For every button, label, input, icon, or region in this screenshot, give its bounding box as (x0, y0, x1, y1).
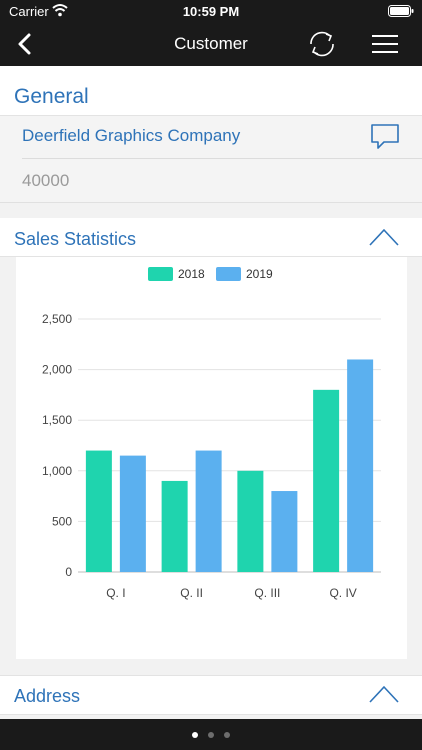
page-dot[interactable] (192, 732, 198, 738)
amount-row[interactable]: 40000 (0, 159, 422, 203)
sales-section-header[interactable]: Sales Statistics (0, 218, 422, 257)
sales-heading: Sales Statistics (14, 229, 137, 249)
y-tick-label: 500 (52, 514, 72, 528)
bar-2019 (119, 455, 146, 572)
chevron-up-icon[interactable] (368, 683, 400, 710)
y-tick-label: 1,000 (42, 464, 72, 478)
wifi-icon (52, 3, 68, 20)
y-tick-label: 0 (65, 565, 72, 579)
bar-2018 (85, 450, 112, 572)
row-divider (22, 158, 422, 159)
x-tick-label: Q. I (106, 586, 125, 600)
hamburger-menu-icon[interactable] (372, 34, 398, 59)
page-dot[interactable] (224, 732, 230, 738)
address-section-header[interactable]: Address (0, 675, 422, 715)
bar-2018 (237, 470, 264, 572)
bar-2019 (195, 450, 222, 572)
x-tick-label: Q. II (180, 586, 203, 600)
legend-label: 2019 (246, 267, 273, 281)
company-name-row[interactable]: Deerfield Graphics Company (0, 116, 422, 159)
bar-2018 (161, 480, 188, 572)
y-tick-label: 1,500 (42, 413, 72, 427)
x-tick-label: Q. III (254, 586, 280, 600)
chevron-left-icon[interactable] (16, 32, 32, 61)
x-tick-label: Q. IV (329, 586, 356, 600)
company-name: Deerfield Graphics Company (22, 126, 241, 145)
legend-swatch (216, 267, 241, 281)
clock-time: 10:59 PM (182, 4, 240, 19)
status-bar: Carrier 10:59 PM (0, 0, 422, 22)
carrier-label: Carrier (9, 4, 49, 19)
general-heading: General (14, 85, 89, 108)
page-title: Customer (174, 34, 248, 53)
y-tick-label: 2,000 (42, 363, 72, 377)
address-heading: Address (14, 686, 81, 706)
sales-chart-card: 0 500 1,000 1,500 2,000 2,500 Q. I Q. II Q. III Q… (16, 257, 407, 659)
navigation-bar: Customer (0, 22, 422, 66)
speech-bubble-icon[interactable] (370, 122, 400, 157)
sales-bar-chart: 0 500 1,000 1,500 2,000 2,500 Q. I Q. II Q. III Q… (42, 267, 381, 600)
bar-2019 (271, 491, 298, 572)
legend-swatch (148, 267, 173, 281)
bar-2018 (313, 389, 340, 572)
battery-icon (388, 5, 414, 20)
chevron-up-icon[interactable] (368, 226, 400, 253)
bar-2019 (347, 359, 374, 572)
legend-label: 2018 (178, 267, 205, 281)
page-dot[interactable] (208, 732, 214, 738)
y-tick-label: 2,500 (42, 312, 72, 326)
refresh-icon[interactable] (306, 29, 338, 64)
page-indicator-bar (0, 719, 422, 750)
amount-value: 40000 (22, 171, 70, 190)
general-section-header: General (0, 66, 422, 116)
